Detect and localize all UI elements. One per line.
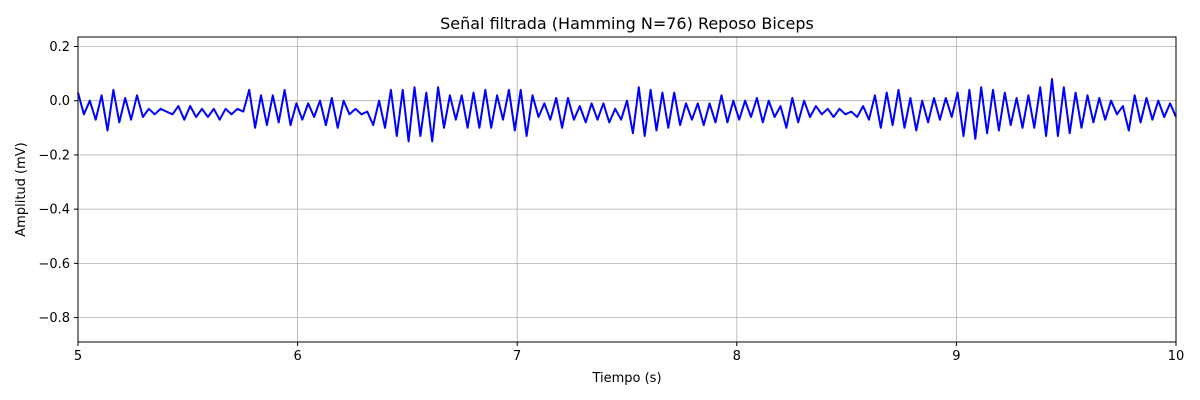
y-tick-label: −0.8 <box>38 311 70 326</box>
x-tick-label: 10 <box>1168 349 1185 364</box>
grid <box>77 37 1177 342</box>
y-tick-label: 0.2 <box>49 40 70 55</box>
y-tick-label: −0.2 <box>38 148 70 163</box>
x-axis-label: Tiempo (s) <box>591 371 661 386</box>
axis-ticks: 5 6 7 8 9 10 −0.8 −0.6 −0.4 −0.2 0.0 0.2 <box>38 40 1184 364</box>
chart-title: Señal filtrada (Hamming N=76) Reposo Bic… <box>440 14 814 33</box>
series-line-filtered-signal <box>77 78 1177 143</box>
y-tick-label: −0.6 <box>38 257 70 272</box>
x-tick-label: 6 <box>293 349 301 364</box>
y-tick-label: −0.4 <box>38 203 70 218</box>
y-axis-label: Amplitud (mV) <box>14 142 29 236</box>
x-tick-label: 5 <box>74 349 82 364</box>
x-tick-label: 7 <box>513 349 521 364</box>
x-tick-label: 9 <box>952 349 960 364</box>
y-tick-label: 0.0 <box>49 94 70 109</box>
plot-frame <box>77 36 1177 343</box>
x-tick-label: 8 <box>733 349 741 364</box>
